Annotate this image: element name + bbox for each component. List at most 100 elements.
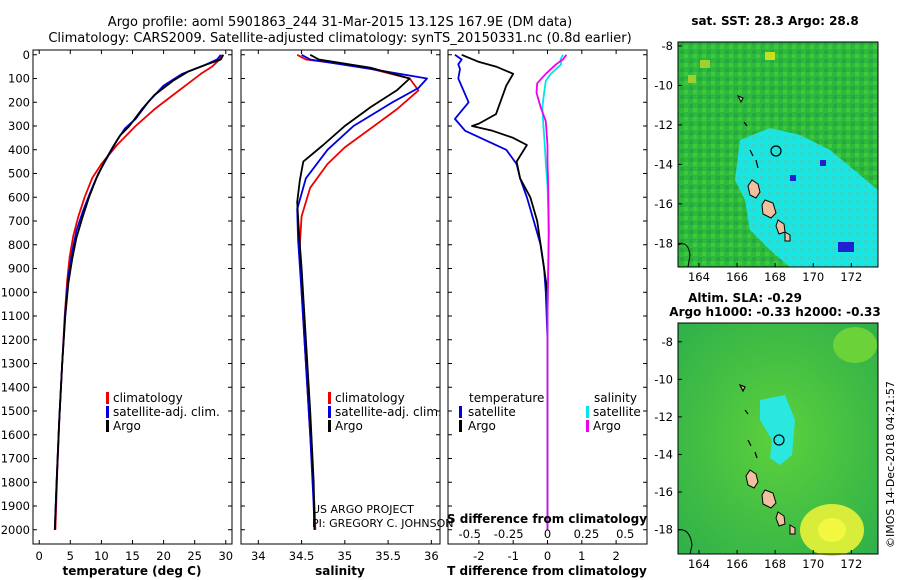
legend-swatch-t-satellite xyxy=(459,406,462,418)
lat-tick-label: -14 xyxy=(654,447,673,461)
x-tick-label: 25 xyxy=(187,549,202,563)
x-tick-label: 35.5 xyxy=(375,549,401,563)
temperature-x-ticks: 0 5 10 15 20 25 30 xyxy=(36,50,233,563)
x-tick-label: -1 xyxy=(507,549,518,563)
island-coastline xyxy=(747,179,761,199)
depth-tick-label: 1000 xyxy=(1,285,30,299)
argo-float-location xyxy=(773,434,785,446)
sst-warm-patch xyxy=(688,75,696,83)
legend-swatch-satellite xyxy=(328,406,331,418)
x-tick-label: 34 xyxy=(251,549,266,563)
series-line-salinity-argo xyxy=(535,54,568,530)
s-diff-x-ticks: -0.5 -0.25 0 0.25 0.5 xyxy=(459,527,635,541)
x-tick-label: 20 xyxy=(156,549,171,563)
x-tick-label: 35 xyxy=(338,549,353,563)
legend-swatch-s-argo xyxy=(586,420,589,432)
sst-cyan-region xyxy=(735,128,878,267)
x-tick-label: 15 xyxy=(125,549,140,563)
x-tick-label: 0.25 xyxy=(574,527,600,541)
legend-label-t-argo: Argo xyxy=(468,419,496,433)
legend-label-argo: Argo xyxy=(113,419,141,433)
depth-tick-label: 900 xyxy=(8,262,30,276)
island-coastline xyxy=(789,524,796,535)
legend-swatch-satellite xyxy=(106,406,109,418)
s-diff-title: S difference from climatology xyxy=(447,512,647,526)
lon-tick-label: 168 xyxy=(764,557,786,571)
sla-high-region xyxy=(818,518,846,542)
x-tick-label: 34.5 xyxy=(289,549,315,563)
x-tick-label: 0 xyxy=(544,527,551,541)
legend-swatch-argo xyxy=(106,420,109,432)
island-coastline xyxy=(761,199,777,219)
lat-tick-label: -10 xyxy=(654,372,673,386)
lat-tick-label: -8 xyxy=(662,335,673,349)
salinity-x-ticks: 34 34.5 35 35.5 36 xyxy=(251,50,439,563)
island-coastline xyxy=(745,469,759,489)
x-tick-label: -2 xyxy=(473,549,484,563)
sst-warm-patch xyxy=(700,60,710,68)
depth-tick-label: 1900 xyxy=(1,499,30,513)
island-coastline xyxy=(736,95,744,104)
sst-map xyxy=(677,41,879,268)
x-tick-label: 10 xyxy=(94,549,109,563)
x-tick-label: 1 xyxy=(578,549,585,563)
lat-tick-label: -18 xyxy=(654,523,673,537)
difference-legend: temperature salinity satellite Argo sate… xyxy=(459,391,641,433)
sst-map-title: sat. SST: 28.3 Argo: 28.8 xyxy=(691,14,858,28)
header-line2: Climatology: CARS2009. Satellite-adjuste… xyxy=(48,31,631,46)
sla-map-frame xyxy=(677,322,879,555)
temperature-legend: climatology satellite-adj. clim. Argo xyxy=(106,391,220,433)
lat-tick-label: -16 xyxy=(654,197,673,211)
depth-tick-label: 800 xyxy=(8,238,30,252)
depth-tick-label: 1100 xyxy=(1,309,30,323)
t-diff-x-ticks: -2 -1 0 1 2 xyxy=(473,50,620,563)
lat-tick-label: -12 xyxy=(654,118,673,132)
legend-title-temperature: temperature xyxy=(469,391,544,405)
depth-tick-label: 1200 xyxy=(1,333,30,347)
sst-warm-patch xyxy=(765,52,775,60)
depth-tick-label: 100 xyxy=(8,72,30,86)
island-coastline xyxy=(738,383,758,459)
legend-label-satellite: satellite-adj. clim. xyxy=(335,405,442,419)
island-coastline xyxy=(743,121,759,169)
sst-map-frame xyxy=(677,41,879,268)
sla-map xyxy=(677,322,879,556)
x-tick-label: 0.5 xyxy=(616,527,634,541)
sst-cold-patch xyxy=(790,175,796,181)
depth-tick-label: 1600 xyxy=(1,428,30,442)
sla-low-region xyxy=(760,395,795,465)
lon-tick-label: 170 xyxy=(802,557,824,571)
legend-swatch-argo xyxy=(328,420,331,432)
depth-tick-label: 1400 xyxy=(1,380,30,394)
lat-tick-label: -10 xyxy=(654,78,673,92)
legend-label-satellite: satellite-adj. clim. xyxy=(113,405,220,419)
depth-tick-label: 200 xyxy=(8,95,30,109)
sst-cold-patch xyxy=(838,242,854,252)
legend-swatch-s-satellite xyxy=(586,406,589,418)
series-line-satellite-adj-clim- xyxy=(53,54,222,530)
t-diff-xlabel: T difference from climatology xyxy=(447,564,647,578)
legend-label-climatology: climatology xyxy=(113,391,183,405)
sla-map-axes: 164 166 168 170 172 -8 -10 -12 -14 -16 -18 xyxy=(654,335,862,571)
legend-title-salinity: salinity xyxy=(594,391,637,405)
salinity-panel-frame xyxy=(240,49,441,545)
island-coastline xyxy=(775,511,786,527)
coastline xyxy=(677,243,691,268)
legend-swatch-climatology xyxy=(328,392,331,404)
x-tick-label: 30 xyxy=(218,549,233,563)
legend-swatch-t-argo xyxy=(459,420,462,432)
x-tick-label: 5 xyxy=(67,549,74,563)
depth-tick-label: 0 xyxy=(23,48,30,62)
depth-tick-label: 500 xyxy=(8,167,30,181)
x-tick-label: -0.5 xyxy=(459,527,481,541)
salinity-legend: climatology satellite-adj. clim. Argo xyxy=(328,391,442,433)
argo-float-location xyxy=(770,145,782,157)
lat-tick-label: -14 xyxy=(654,157,673,171)
series-line-temperature-argo xyxy=(461,53,549,530)
depth-axis: 0 100 200 300 400 500 600 700 800 900 1000 1100 1200… xyxy=(1,48,30,537)
lon-tick-label: 172 xyxy=(840,557,862,571)
lon-tick-label: 166 xyxy=(726,270,748,284)
island-coastline xyxy=(784,231,791,242)
sla-map-title1: Altim. SLA: -0.29 xyxy=(688,291,802,305)
lat-tick-label: -8 xyxy=(662,39,673,53)
